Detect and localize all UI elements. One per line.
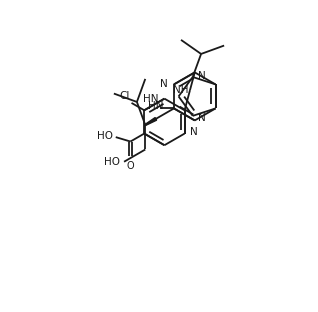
Text: NH: NH: [173, 85, 188, 95]
Text: O: O: [127, 161, 134, 171]
Text: N: N: [198, 113, 205, 123]
Text: HO: HO: [104, 157, 120, 167]
Text: N: N: [198, 71, 206, 81]
Polygon shape: [145, 118, 157, 125]
Text: N: N: [190, 127, 198, 137]
Text: Cl: Cl: [120, 91, 130, 101]
Text: HN: HN: [148, 101, 163, 111]
Text: HN: HN: [143, 94, 159, 104]
Text: N: N: [160, 79, 168, 89]
Text: HO: HO: [97, 131, 113, 141]
